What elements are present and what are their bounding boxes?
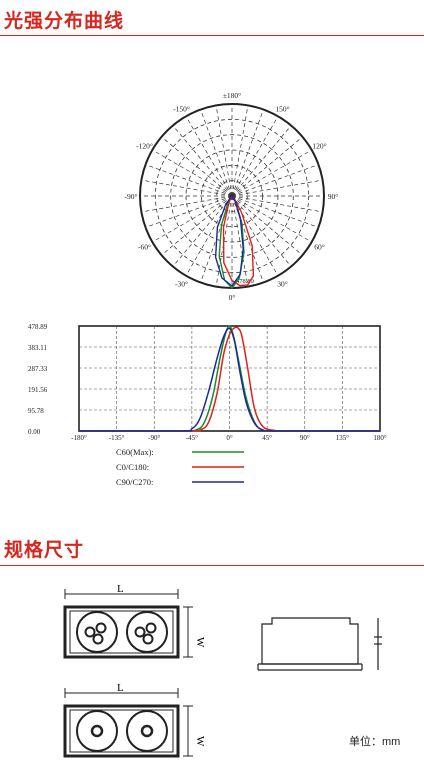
dimension-drawings: L W L W [63, 583, 382, 758]
x-tick-label: 135° [336, 434, 350, 442]
polar-angle-label: 120° [312, 142, 326, 151]
polar-spoke [145, 195, 233, 228]
x-tick-label: 0° [226, 434, 233, 442]
width-label: W [194, 637, 206, 648]
polar-spoke [141, 179, 233, 197]
chart-grid [78, 325, 381, 432]
polar-spoke [200, 109, 233, 197]
chart-series-line [79, 327, 380, 432]
x-tick-label: -90° [148, 434, 160, 442]
length-label-2: L [117, 682, 124, 694]
y-tick-label: 191.56 [28, 386, 48, 394]
polar-spoke [231, 116, 279, 197]
polar-spoke [231, 136, 303, 197]
polar-curve [214, 195, 244, 287]
polar-spoke [231, 195, 312, 243]
polar-ring [170, 134, 294, 258]
chart-x-ticks: -180° -135° -90° -45° 0° 45° 90° 135° 180° [71, 434, 387, 442]
chart-series-line [79, 326, 380, 432]
polar-angle-label: -120° [136, 142, 153, 151]
polar-spoke [172, 195, 233, 267]
polar-spoke [141, 195, 233, 213]
x-tick-label: -180° [71, 434, 87, 442]
polar-spoke [145, 164, 233, 197]
polar-curves [214, 195, 255, 290]
x-tick-label: 45° [262, 434, 272, 442]
top-view-single-led [63, 688, 193, 758]
polar-spoke [185, 116, 233, 197]
polar-spoke [215, 105, 233, 197]
polar-angle-label: 0° [229, 293, 236, 302]
polar-spoke [231, 164, 319, 197]
polar-spoke [231, 195, 319, 228]
polar-angle-label: -150° [173, 105, 190, 114]
polar-spoke [231, 195, 264, 283]
polar-spoke [231, 149, 312, 197]
polar-spoke [231, 109, 264, 197]
legend-label: C90/C270: [116, 477, 153, 487]
polar-spoke [172, 125, 233, 197]
x-tick-label: 180° [373, 434, 387, 442]
section-divider-2 [0, 565, 424, 566]
length-label: L [117, 583, 124, 595]
unit-label: 单位：mm [349, 736, 401, 748]
polar-spoke [231, 195, 292, 267]
y-tick-label: 95.78 [28, 407, 44, 415]
y-tick-label: 0.00 [28, 428, 41, 436]
legend-label: C60(Max): [116, 447, 154, 457]
y-tick-label: 478.89 [28, 323, 48, 331]
y-tick-label: 287.33 [28, 365, 48, 373]
polar-angle-label: -90° [125, 192, 138, 201]
section-title-dimensions: 规格尺寸 [4, 539, 85, 561]
polar-spoke [231, 125, 292, 197]
section-divider [0, 35, 424, 36]
x-tick-label: -45° [186, 434, 198, 442]
polar-angle-label: 90° [328, 192, 339, 201]
polar-angle-labels: ±180° 150° 120° 90° 60° 30° 0° -30° -60° -90° -120… [125, 91, 339, 302]
chart-y-ticks: 478.89 383.11 287.33 191.56 95.78 0.00 [28, 323, 48, 436]
polar-spoke [231, 195, 249, 287]
width-label-2: W [194, 736, 206, 747]
polar-angle-label: -30° [175, 279, 188, 288]
x-tick-label: 90° [300, 434, 310, 442]
polar-max-label: 478.89 [236, 278, 254, 285]
x-tick-label: -135° [109, 434, 125, 442]
top-view-triple-led [63, 589, 193, 659]
polar-spoke [231, 105, 249, 197]
polar-ring [154, 118, 310, 274]
chart-series [79, 325, 380, 432]
chart-legend: C60(Max): C0/C180: C90/C270: [116, 447, 244, 487]
polar-spoke [152, 149, 233, 197]
side-view [257, 617, 382, 671]
polar-spoke [152, 195, 233, 243]
polar-angle-label: 60° [314, 243, 325, 252]
polar-distribution-diagram: ±180° 150° 120° 90° 60° 30° 0° -30° -60° -90° -120… [125, 91, 339, 302]
polar-angle-label: ±180° [223, 91, 241, 100]
polar-grid [139, 103, 325, 289]
section-title-light-distribution: 光强分布曲线 [4, 10, 125, 32]
polar-angle-label: -60° [138, 243, 151, 252]
y-tick-label: 383.11 [28, 344, 47, 352]
polar-spoke [161, 195, 233, 256]
polar-angle-label: 150° [275, 105, 289, 114]
legend-label: C0/C180: [116, 462, 149, 472]
polar-spoke [231, 195, 303, 256]
polar-angle-label: 30° [277, 279, 288, 288]
